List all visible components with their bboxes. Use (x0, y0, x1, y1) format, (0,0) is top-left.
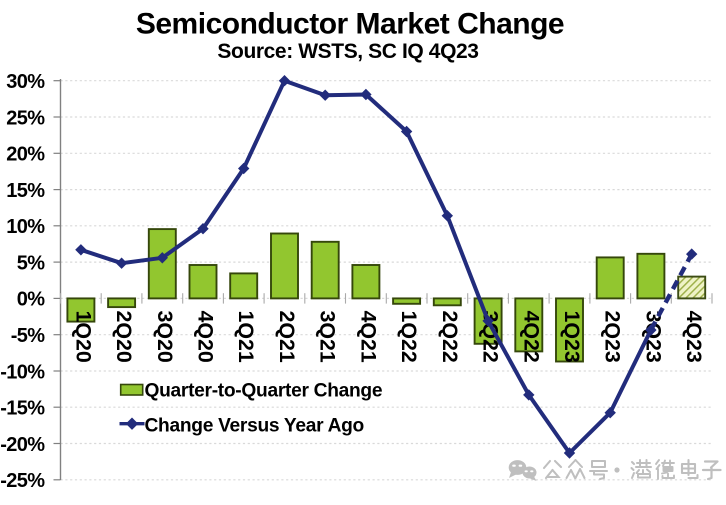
svg-text:Source: WSTS, SC IQ 4Q23: Source: WSTS, SC IQ 4Q23 (217, 40, 478, 63)
svg-text:30%: 30% (6, 71, 45, 93)
svg-text:4Q22: 4Q22 (519, 311, 543, 363)
svg-text:1Q21: 1Q21 (234, 311, 258, 363)
svg-text:10%: 10% (6, 216, 45, 238)
svg-text:-15%: -15% (0, 398, 45, 420)
svg-text:-25%: -25% (0, 470, 45, 492)
svg-text:2Q20: 2Q20 (112, 311, 136, 363)
svg-text:1Q22: 1Q22 (397, 311, 421, 363)
svg-text:25%: 25% (6, 107, 45, 129)
svg-text:0%: 0% (17, 289, 46, 311)
svg-text:20%: 20% (6, 144, 45, 166)
svg-text:4Q20: 4Q20 (194, 311, 218, 363)
svg-text:3Q21: 3Q21 (316, 311, 340, 363)
svg-text:4Q23: 4Q23 (682, 311, 706, 363)
svg-text:2Q23: 2Q23 (601, 311, 625, 363)
svg-text:-10%: -10% (0, 361, 45, 383)
svg-text:Change Versus Year Ago: Change Versus Year Ago (145, 416, 364, 437)
svg-text:Semiconductor Market Change: Semiconductor Market Change (136, 8, 564, 41)
svg-text:4Q21: 4Q21 (356, 311, 380, 363)
svg-text:2Q21: 2Q21 (275, 311, 299, 363)
svg-text:2Q22: 2Q22 (438, 311, 462, 363)
svg-text:Quarter-to-Quarter Change: Quarter-to-Quarter Change (145, 381, 383, 402)
svg-text:15%: 15% (6, 180, 45, 202)
svg-text:5%: 5% (17, 252, 46, 274)
svg-text:1Q23: 1Q23 (560, 311, 584, 363)
svg-text:-20%: -20% (0, 434, 45, 456)
svg-text:3Q23: 3Q23 (641, 311, 665, 363)
svg-text:1Q20: 1Q20 (71, 311, 95, 363)
svg-text:3Q20: 3Q20 (153, 311, 177, 363)
svg-text:-5%: -5% (11, 325, 46, 347)
